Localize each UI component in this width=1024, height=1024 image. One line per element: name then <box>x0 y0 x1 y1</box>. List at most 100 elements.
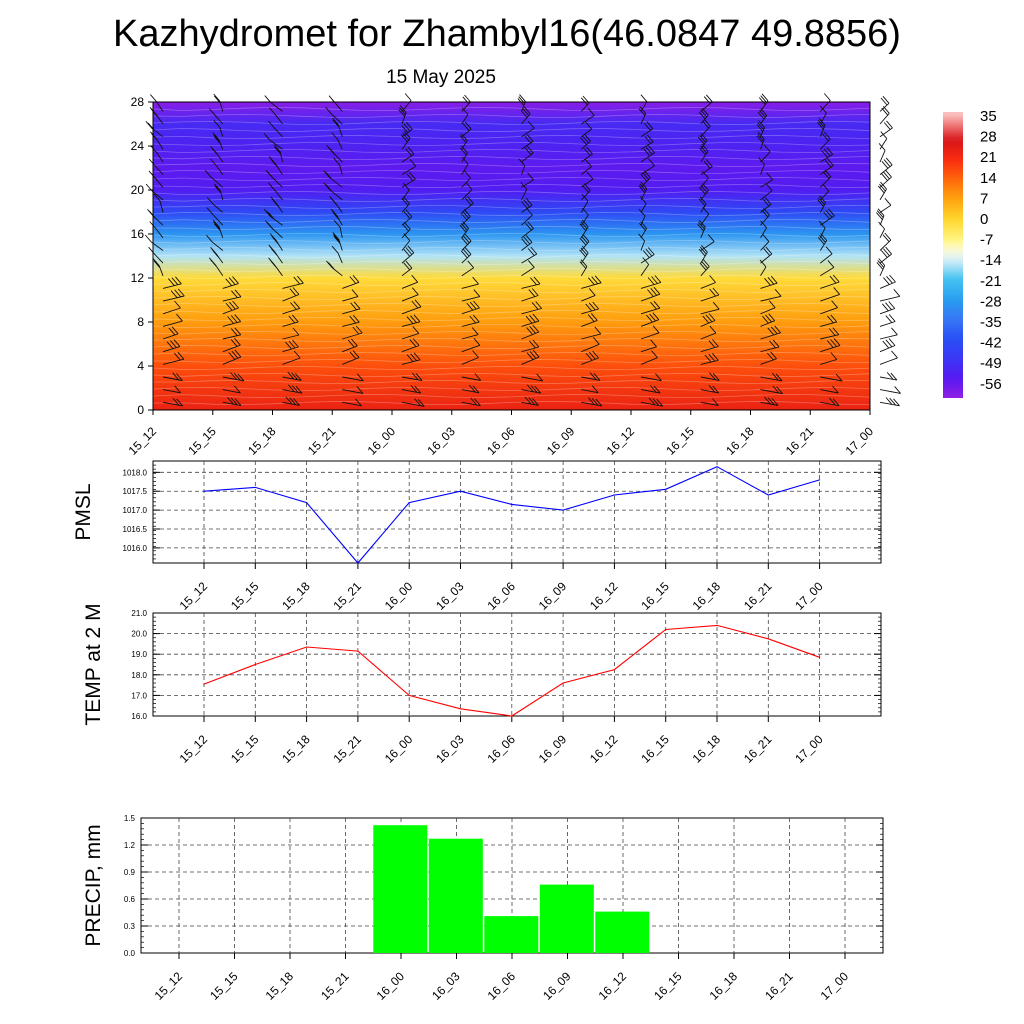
wind-barb <box>579 245 589 264</box>
contour-line <box>152 127 871 133</box>
wind-barb <box>760 172 774 188</box>
wind-barb <box>331 132 343 150</box>
precip-bar <box>373 825 428 953</box>
precip-bar <box>428 838 483 953</box>
contour-line <box>152 142 871 147</box>
wind-barb <box>521 134 534 150</box>
wind-barb <box>820 147 834 163</box>
y-tick-label: 0.6 <box>124 895 136 904</box>
wind-barb <box>222 289 242 302</box>
wind-barb <box>323 182 343 201</box>
y-tick-label: 20.0 <box>131 630 147 639</box>
wind-barb <box>879 106 890 125</box>
wind-barb <box>640 275 662 289</box>
wind-barb <box>760 396 779 406</box>
wind-barb <box>263 133 283 150</box>
precip-panel: 0.0 0.3 0.6 0.9 1.2 1.5 15_12 15_15 15_18 15_21 16… <box>82 814 884 1003</box>
wind-barb <box>581 146 593 163</box>
wind-barb <box>521 373 544 382</box>
wind-barb <box>461 170 471 188</box>
wind-barb <box>700 275 716 289</box>
wind-barb <box>401 326 420 340</box>
contour-line <box>152 106 871 111</box>
wind-barb <box>222 349 242 365</box>
wind-barb <box>328 95 343 112</box>
wind-barb <box>222 372 245 382</box>
wind-barb <box>877 181 887 201</box>
x-tick-label: 16_09 <box>536 732 570 766</box>
pmsl-panel: 1016.0 1016.5 1017.0 1017.5 1018.0 15_12 15_15… <box>72 460 882 613</box>
data-point <box>306 646 308 648</box>
contour-line <box>152 365 871 370</box>
contour-line <box>152 309 871 314</box>
data-point <box>511 503 513 506</box>
x-tick-label: 15_18 <box>245 424 279 458</box>
wind-barb <box>461 107 469 125</box>
data-point <box>716 624 718 626</box>
wind-barb <box>162 351 185 365</box>
x-tick-label: 16_09 <box>536 579 570 613</box>
wind-barb <box>521 145 534 163</box>
wind-barb <box>820 352 838 365</box>
wind-barb <box>461 350 479 365</box>
y-tick-label: 8 <box>137 315 144 329</box>
y-tick-label: 28 <box>131 95 145 109</box>
x-tick-label: 16_09 <box>540 969 574 1003</box>
contour-line <box>152 239 871 244</box>
y-tick-label: 1016.5 <box>123 525 148 534</box>
wind-barb <box>760 372 783 382</box>
wind-barb <box>581 385 599 394</box>
wind-barb <box>162 326 179 340</box>
colorbar-label: -28 <box>980 293 1002 310</box>
wind-barb <box>581 171 594 188</box>
wind-barb <box>152 258 164 276</box>
wind-barb <box>640 170 651 188</box>
wind-barb <box>638 106 647 125</box>
wind-barb <box>521 121 535 138</box>
wind-barb <box>459 221 469 239</box>
x-tick-label: 16_18 <box>690 579 724 613</box>
wind-barb <box>820 287 841 302</box>
data-point <box>767 638 769 640</box>
wind-barb <box>820 338 841 353</box>
wind-barb <box>520 106 531 125</box>
wind-barb <box>162 276 182 289</box>
wind-barb <box>401 372 423 382</box>
wind-barb <box>330 208 343 226</box>
wind-barb <box>879 338 896 353</box>
wind-barb <box>461 289 481 302</box>
x-tick-label: 15_12 <box>177 579 211 613</box>
wind-barb <box>879 246 892 264</box>
wind-barb <box>282 396 300 406</box>
wind-barb <box>581 275 602 289</box>
wind-barb <box>210 247 224 264</box>
wind-barb <box>213 120 224 137</box>
wind-barb <box>401 260 413 277</box>
contour-line <box>152 218 871 224</box>
cross-section-x-axis: 15_12 15_15 15_18 15_21 16_00 16_03 16_06 16_09… <box>126 410 876 458</box>
contour-line <box>152 394 871 399</box>
colorbar-gradient <box>943 112 963 398</box>
x-tick-label: 17_00 <box>818 969 852 1003</box>
wind-barb <box>760 234 770 251</box>
wind-barb <box>879 232 892 251</box>
x-tick-label: 16_03 <box>429 969 463 1003</box>
x-tick-label: 16_03 <box>433 579 467 613</box>
cross-section-y-axis: 0 4 8 12 16 20 24 28 <box>131 95 153 417</box>
x-tick-label: 16_06 <box>485 969 519 1003</box>
x-tick-label: 16_09 <box>544 424 578 458</box>
wind-barb <box>879 327 898 340</box>
wind-barb <box>579 219 589 239</box>
wind-barb <box>760 289 782 302</box>
data-point <box>613 494 616 496</box>
wind-barb <box>879 372 898 381</box>
x-tick-label: 16_12 <box>587 579 621 613</box>
wind-barb <box>461 397 481 407</box>
data-point <box>613 669 616 671</box>
wind-barb <box>640 339 657 353</box>
contour-line <box>152 176 871 181</box>
wind-barb <box>268 244 283 264</box>
wind-barb <box>760 144 771 163</box>
wind-barb <box>760 220 767 239</box>
wind-barb <box>521 301 543 315</box>
